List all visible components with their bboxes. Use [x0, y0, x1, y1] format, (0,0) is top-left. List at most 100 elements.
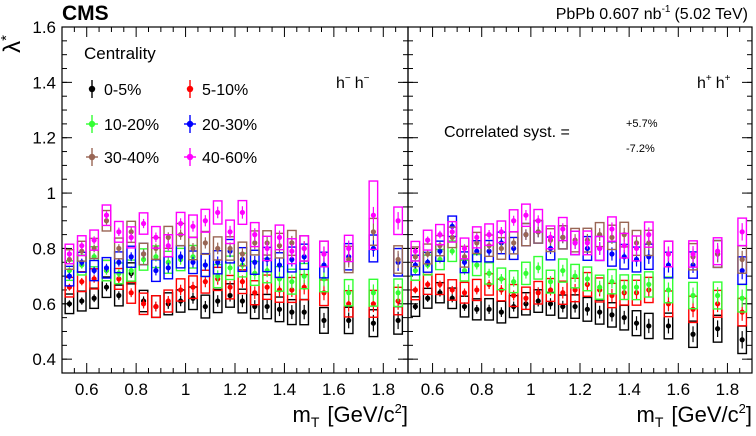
right-syst-box: [508, 209, 519, 233]
right-syst-box: [484, 261, 495, 285]
right-syst-box: [663, 240, 674, 268]
right-syst-box: [471, 226, 482, 249]
right-syst-box: [594, 299, 605, 325]
left-data-point: [128, 290, 134, 296]
left-data-point: [66, 256, 73, 263]
left-syst-box: [113, 237, 124, 260]
right-data-point: [474, 240, 480, 246]
left-syst-box: [212, 200, 223, 225]
right-data-point: [572, 273, 578, 279]
left-data-point: [190, 223, 196, 229]
lumi-exponent: -1: [662, 4, 671, 15]
left-data-point: [215, 259, 221, 265]
right-data-point: [498, 309, 504, 315]
right-syst-box: [484, 223, 495, 246]
left-data-point: [153, 303, 159, 310]
left-data-point: [165, 234, 171, 240]
right-syst-box: [712, 314, 723, 343]
left-data-point: [276, 243, 283, 249]
right-syst-box: [410, 240, 421, 262]
right-syst-box: [606, 268, 617, 295]
left-data-point: [215, 273, 221, 279]
right-data-point: [609, 279, 615, 285]
left-x-axis-title: mT [GeV/c2]: [293, 401, 409, 430]
left-syst-box: [393, 245, 404, 274]
right-data-point: [633, 320, 640, 326]
right-data-point: [646, 232, 652, 238]
left-data-point: [66, 273, 73, 279]
left-data-point: [395, 317, 401, 324]
right-syst-box: [533, 255, 544, 280]
left-data-point: [264, 267, 270, 274]
left-syst-box: [368, 180, 379, 251]
legend-label-30-40: 30-40%: [104, 150, 159, 167]
left-data-point: [239, 279, 246, 285]
right-data-point: [437, 281, 443, 288]
right-data-point: [437, 232, 443, 238]
right-data-point: [560, 290, 566, 296]
left-data-point: [264, 256, 270, 263]
legend-label-10-20: 10-20%: [104, 117, 159, 134]
right-x-tick-label: 1.8: [716, 380, 740, 399]
y-tick-label: 0.6: [32, 295, 56, 314]
right-syst-box: [520, 203, 531, 228]
right-data-point: [646, 281, 652, 288]
right-data-point: [523, 232, 529, 238]
right-data-point: [715, 326, 721, 332]
right-data-point: [474, 234, 480, 240]
left-syst-box: [188, 275, 198, 300]
right-data-point: [572, 240, 578, 246]
right-data-point: [511, 279, 517, 285]
right-data-point: [633, 284, 640, 290]
y-tick-label: 0.4: [32, 350, 56, 369]
right-data-point: [560, 226, 566, 232]
left-data-point: [116, 270, 122, 276]
right-syst-box: [557, 216, 568, 242]
right-x-tick-label: 1.4: [617, 380, 641, 399]
left-x-tick-label: 0.6: [75, 380, 99, 399]
right-data-point: [690, 331, 696, 337]
left-data-point: [239, 251, 246, 257]
left-data-point: [346, 301, 352, 307]
right-data-point: [547, 279, 554, 285]
legend-entry-40-60: 40-60%: [184, 148, 257, 167]
left-data-point: [165, 298, 171, 304]
left-data-point: [395, 290, 401, 296]
left-syst-box: [249, 280, 260, 306]
left-data-point: [346, 256, 352, 263]
left-data-point: [178, 254, 184, 260]
left-syst-box: [138, 212, 149, 235]
left-data-point: [91, 267, 97, 274]
right-data-point: [449, 234, 455, 240]
left-syst-box: [237, 241, 248, 267]
y-tick-label: 1.6: [32, 18, 56, 37]
right-data-point: [486, 248, 492, 254]
left-syst-box: [249, 221, 260, 248]
left-x-tick-label: 1: [181, 380, 190, 399]
right-syst-box: [545, 269, 556, 294]
left-data-point: [252, 259, 258, 265]
right-data-point: [437, 243, 443, 249]
left-data-point: [202, 218, 208, 224]
left-data-point: [202, 262, 208, 268]
left-syst-box: [126, 226, 137, 249]
lumi-prefix: PbPb 0.607 nb: [556, 6, 662, 23]
left-data-point: [202, 240, 208, 246]
right-syst-box: [582, 266, 593, 292]
right-syst-box: [533, 208, 544, 233]
right-axes: 0.6 0.8 1 1.2 1.4 1.6 1.8: [408, 26, 752, 399]
left-syst-box: [101, 204, 112, 227]
right-data-point: [474, 306, 480, 312]
legend-entry-5-10: 5-10%: [186, 80, 248, 99]
right-data-point: [547, 301, 554, 307]
right-data-point: [621, 284, 627, 290]
left-syst-box: [274, 224, 285, 251]
left-data-point: [116, 245, 122, 252]
right-data-point: [474, 262, 480, 268]
right-data-point: [425, 251, 431, 257]
right-data-point: [621, 315, 627, 321]
left-data-point: [321, 276, 327, 282]
right-data-point: [498, 229, 504, 235]
left-syst-box: [89, 287, 100, 310]
right-data-point: [584, 306, 590, 312]
